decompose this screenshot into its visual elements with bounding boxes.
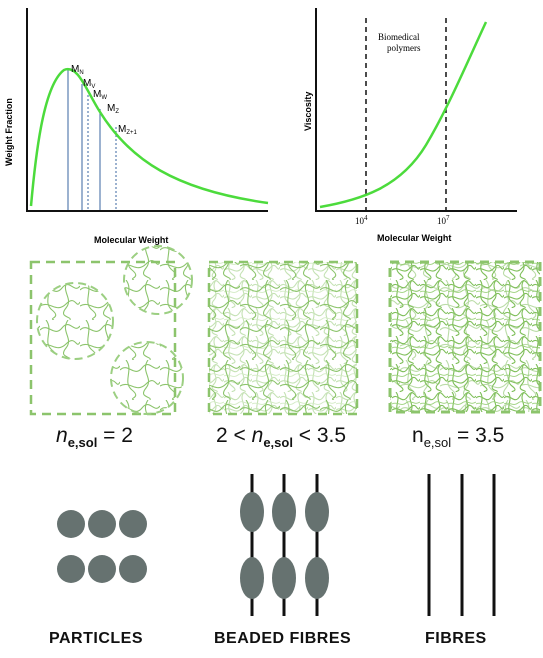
fibres-diagram [427, 474, 496, 616]
particle [119, 510, 147, 538]
visc-tick-2: 107 [437, 214, 450, 226]
visc-x-axis-label: Molecular Weight [377, 233, 451, 243]
wf-marker-label: MW [93, 89, 107, 101]
ne-label-dilute: ne,sol = 2 [56, 424, 133, 451]
wf-marker-label: MZ [107, 103, 119, 115]
wf-marker-label: MN [71, 64, 84, 76]
particle [88, 510, 116, 538]
visc-region-label-2: polymers [387, 43, 421, 53]
wf-marker-label: MV [83, 78, 95, 90]
wf-average-lines [67, 70, 117, 210]
bead [272, 492, 296, 532]
bead [305, 492, 329, 532]
bead [240, 492, 264, 532]
beaded-fibres-diagram [240, 474, 329, 616]
beaded-fibres-label: BEADED FIBRES [214, 630, 352, 647]
entanglement-panel-entangled [388, 260, 542, 414]
visc-curve [319, 21, 488, 209]
entanglement-panel-semidilute [207, 260, 359, 416]
particle [119, 555, 147, 583]
particle [57, 510, 85, 538]
ne-label-semidilute: 2 < ne,sol < 3.5 [216, 424, 347, 451]
entanglement-panel-dilute [29, 245, 193, 416]
particles-diagram [57, 510, 147, 583]
bead [272, 557, 296, 599]
wf-distribution-curve [29, 67, 269, 207]
wf-marker-label: MZ+1 [118, 124, 138, 136]
wf-y-axis-label: Weight Fraction [4, 98, 14, 166]
particles-label: PARTICLES [49, 630, 143, 647]
particle [88, 555, 116, 583]
visc-region-label-1: Biomedical [378, 32, 420, 42]
ne-label-entangled: ne,sol = 3.5 [412, 424, 505, 451]
bead [240, 557, 264, 599]
visc-tick-1: 104 [355, 214, 368, 226]
fibres-label: FIBRES [425, 630, 487, 647]
visc-y-axis-label: Viscosity [303, 92, 313, 131]
wf-x-axis-label: Molecular Weight [94, 235, 168, 245]
bead [305, 557, 329, 599]
particle [57, 555, 85, 583]
